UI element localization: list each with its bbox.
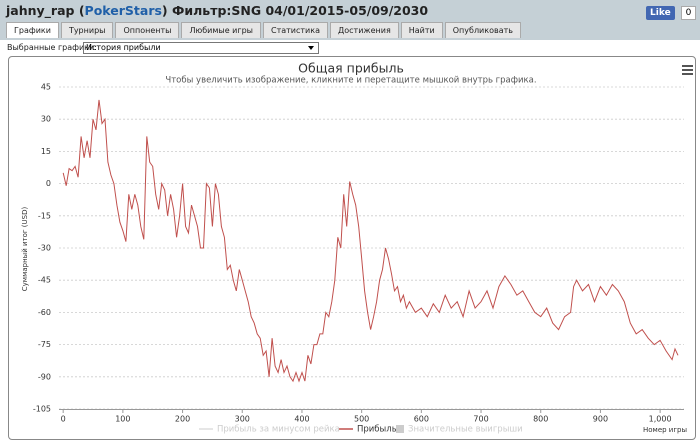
chart: Общая прибыль Чтобы увеличить изображени… — [21, 61, 693, 435]
y-tick-label: -105 — [33, 405, 51, 414]
header: jahny_rap (PokerStars) Фильтр:SNG 04/01/… — [0, 0, 700, 40]
legend-marker: Значительные выигрыши — [408, 425, 523, 435]
tabs: Графики Турниры Оппоненты Любимые игры Стати… — [6, 22, 521, 38]
chart-box: Общая прибыль Чтобы увеличить изображени… — [8, 56, 696, 440]
legend-marker-icon — [396, 425, 404, 433]
x-tick-label: 500 — [354, 415, 369, 424]
x-axis-label: Номер игры — [643, 426, 687, 434]
x-tick-label: 1,000 — [649, 415, 672, 424]
y-tick-label: -45 — [38, 276, 51, 285]
tab[interactable]: Оппоненты — [115, 22, 180, 38]
y-axis-label: Суммарный итог (USD) — [21, 207, 29, 292]
title-site[interactable]: PokerStars — [84, 3, 162, 18]
tab[interactable]: Турниры — [60, 22, 114, 38]
title-user: jahny_rap ( — [6, 3, 85, 18]
legend-label: Прибыль — [357, 425, 397, 435]
line-series — [62, 99, 679, 383]
y-tick-label: 0 — [46, 179, 51, 188]
tab[interactable]: Достижения — [329, 22, 399, 38]
menu[interactable] — [682, 65, 693, 75]
tab[interactable]: Любимые игры — [181, 22, 261, 38]
chart-subtitle: Чтобы увеличить изображение, кликните и … — [165, 76, 536, 86]
y-tick-label: 30 — [41, 115, 51, 124]
like-button[interactable]: Like — [646, 6, 675, 20]
y-tick-label: -90 — [38, 372, 51, 381]
like-count: 0 — [681, 6, 696, 20]
selector[interactable]: История прибыли — [83, 42, 319, 54]
tab[interactable]: Найти — [400, 22, 443, 38]
header-title: jahny_rap (PokerStars) Фильтр:SNG 04/01/… — [6, 3, 428, 18]
x-tick-label: 300 — [235, 415, 250, 424]
x-tick-label: 0 — [61, 415, 66, 424]
selector-label: Выбранные графики: — [7, 43, 97, 52]
y-tick-label: -60 — [38, 308, 51, 317]
y-tick-label: -15 — [38, 211, 51, 220]
y-tick-label: -30 — [38, 244, 51, 253]
y-tick-label: -75 — [38, 340, 51, 349]
y-tick-label: 45 — [41, 83, 51, 92]
x-tick-label: 600 — [414, 415, 429, 424]
x-tick-label: 800 — [533, 415, 548, 424]
x-tick-label: 100 — [115, 415, 130, 424]
chart-title: Общая прибыль — [298, 61, 404, 76]
x-tick-label: 700 — [473, 415, 488, 424]
legend-hidden: Прибыль за минусом рейка — [217, 425, 340, 435]
title-filter: ) Фильтр:SNG 04/01/2015-05/09/2030 — [161, 3, 429, 18]
y-tick-label: 15 — [41, 147, 51, 156]
tab[interactable]: Опубликовать — [444, 22, 521, 38]
x-tick-label: 900 — [593, 415, 608, 424]
x-tick-label: 200 — [175, 415, 190, 424]
x-tick-label: 400 — [294, 415, 309, 424]
tab[interactable]: Статистика — [262, 22, 328, 38]
tab[interactable]: Графики — [6, 22, 59, 38]
